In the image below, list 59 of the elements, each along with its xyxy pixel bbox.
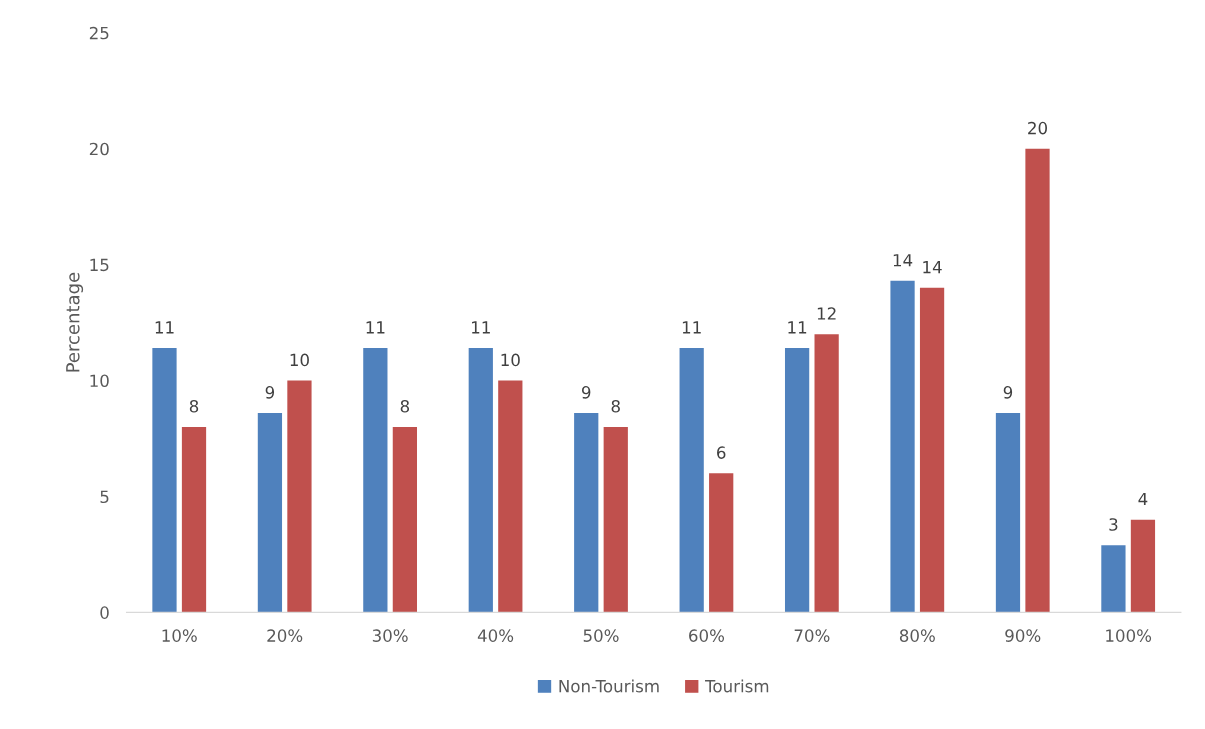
data-label: 14 <box>923 261 942 274</box>
bar <box>784 348 810 613</box>
data-label: 9 <box>581 386 591 399</box>
x-tick-label: 60% <box>689 629 725 642</box>
y-tick-label: 25 <box>89 26 109 40</box>
y-tick-label: 15 <box>90 258 109 272</box>
legend-label: Tourism <box>705 679 769 693</box>
x-tick-label: 50% <box>583 629 619 642</box>
y-tick-label: 10 <box>90 374 109 388</box>
y-tick-label: 20 <box>89 142 109 156</box>
x-tick-label: 90% <box>1005 629 1041 642</box>
bar <box>603 426 628 613</box>
y-tick-label: 0 <box>100 606 109 619</box>
bar <box>574 412 599 613</box>
data-label: 11 <box>788 321 807 334</box>
x-tick-label: 30% <box>372 629 408 642</box>
x-tick-label: 40% <box>477 629 514 642</box>
bar <box>1130 519 1156 613</box>
x-tick-label: 10% <box>162 629 197 642</box>
x-tick-label: 20% <box>267 629 303 642</box>
bar <box>890 280 915 613</box>
data-label: 20 <box>1028 121 1047 135</box>
data-label: 8 <box>400 399 410 413</box>
data-label: 11 <box>472 321 490 334</box>
data-label: 12 <box>817 307 836 320</box>
bar <box>287 380 312 613</box>
data-label: 3 <box>1109 518 1118 531</box>
bar <box>814 334 839 613</box>
bar <box>363 348 388 613</box>
bar <box>257 412 283 613</box>
bar <box>709 473 734 613</box>
data-label: 11 <box>682 321 701 334</box>
data-label: 9 <box>1003 386 1013 399</box>
data-label: 8 <box>611 399 620 413</box>
data-label: 10 <box>501 353 520 367</box>
y-axis-title: Percentage <box>66 272 84 372</box>
x-tick-label: 100% <box>1106 629 1152 642</box>
y-tick-label: 5 <box>100 490 109 504</box>
data-label: 4 <box>1138 492 1148 506</box>
data-label: 6 <box>717 446 726 459</box>
bar <box>152 348 177 613</box>
bar <box>679 348 704 613</box>
data-label: 11 <box>155 321 174 334</box>
data-label: 11 <box>366 321 385 334</box>
data-label: 9 <box>265 386 275 399</box>
bar <box>498 380 523 613</box>
data-label: 10 <box>290 353 309 367</box>
data-label: 8 <box>189 399 199 413</box>
legend-label: Non-Tourism <box>559 679 659 693</box>
x-tick-label: 80% <box>899 629 935 642</box>
bar <box>919 287 945 613</box>
bar <box>1101 545 1126 613</box>
bar <box>468 348 493 613</box>
bar <box>995 412 1021 613</box>
bar <box>181 426 207 613</box>
data-label: 14 <box>893 254 913 267</box>
bar <box>1025 148 1050 613</box>
x-tick-label: 70% <box>794 629 830 642</box>
bar <box>392 426 418 613</box>
